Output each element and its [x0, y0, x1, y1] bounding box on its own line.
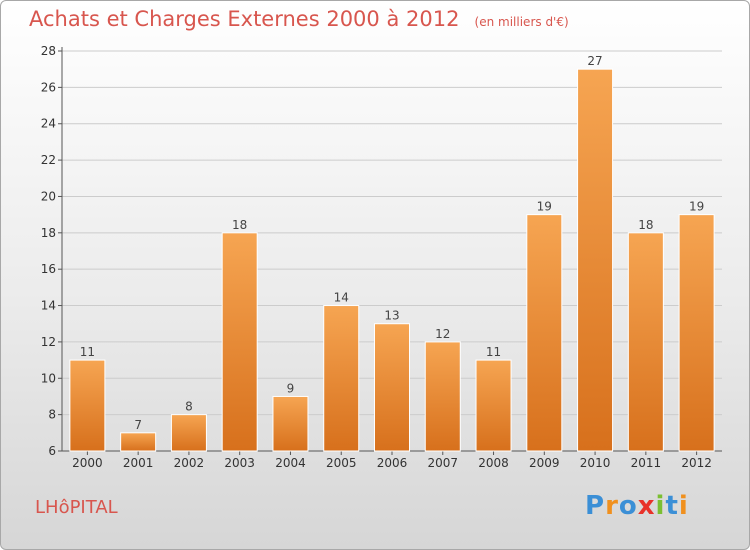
bars [69, 68, 715, 452]
y-tick-label: 20 [41, 189, 56, 203]
y-tick-label: 26 [41, 80, 56, 94]
y-tick-label: 22 [41, 153, 56, 167]
bar-2006 [374, 323, 410, 452]
bar-2007 [424, 341, 461, 452]
brand-letter: P [585, 491, 606, 521]
x-tick-label-2001: 2001 [123, 456, 154, 470]
brand-letter: i [655, 491, 666, 521]
value-label-2012: 19 [689, 200, 704, 214]
bar-2010 [577, 68, 614, 452]
x-tick-label-2000: 2000 [72, 456, 103, 470]
bar-2009 [526, 214, 563, 452]
x-tick-label-2012: 2012 [681, 456, 712, 470]
y-tick-label: 28 [41, 44, 56, 58]
bar-2000 [69, 359, 106, 452]
place-name: LHôPITAL [35, 497, 118, 518]
value-label-2002: 8 [185, 400, 193, 414]
value-label-2001: 7 [134, 418, 142, 432]
brand-letter: i [678, 491, 689, 521]
brand-letter: o [618, 491, 638, 521]
bar-2004 [272, 395, 309, 452]
bar-2002 [170, 414, 207, 452]
y-tick-label: 16 [41, 262, 56, 276]
bar-2012 [678, 214, 715, 452]
x-tick-label-2008: 2008 [478, 456, 509, 470]
value-label-2010: 27 [587, 54, 602, 68]
x-tick-label-2009: 2009 [529, 456, 560, 470]
x-tick-label-2010: 2010 [580, 456, 611, 470]
y-tick-label: 14 [41, 299, 56, 313]
brand-letter: t [665, 491, 679, 521]
x-tick-label-2004: 2004 [275, 456, 306, 470]
y-tick-label: 8 [48, 408, 56, 422]
value-label-2000: 11 [80, 345, 95, 359]
value-label-2011: 18 [638, 218, 653, 232]
x-tick-label-2003: 2003 [224, 456, 255, 470]
x-tick-label-2011: 2011 [631, 456, 662, 470]
y-tick-label: 10 [41, 371, 56, 385]
x-tick-label-2006: 2006 [377, 456, 408, 470]
chart-subtitle: (en milliers d'€) [474, 15, 569, 29]
y-tick-label: 6 [48, 444, 56, 458]
y-tick-label: 18 [41, 226, 56, 240]
bar-2003 [221, 232, 258, 452]
x-tick-label-2005: 2005 [326, 456, 357, 470]
value-label-2004: 9 [287, 381, 295, 395]
brand-letter: r [605, 491, 619, 521]
brand-letter: x [637, 491, 656, 521]
bar-2005 [323, 305, 360, 452]
value-label-2005: 14 [334, 291, 349, 305]
value-label-2008: 11 [486, 345, 501, 359]
value-label-2006: 13 [384, 309, 399, 323]
value-label-2007: 12 [435, 327, 450, 341]
bar-2001 [120, 432, 157, 452]
value-label-2003: 18 [232, 218, 247, 232]
bar-2008 [475, 359, 512, 452]
labels: 6 8 10 12 14 16 18 20 22 24 26 28 11 2000 7 2001 8 2002 18… [41, 44, 712, 470]
brand-logo: Proxiti [585, 491, 689, 521]
chart-title: Achats et Charges Externes 2000 à 2012 [29, 7, 460, 31]
y-tick-label: 24 [41, 117, 56, 131]
value-label-2009: 19 [537, 200, 552, 214]
x-tick-label-2002: 2002 [174, 456, 205, 470]
bar-2011 [627, 232, 664, 452]
chart-header: Achats et Charges Externes 2000 à 2012 (… [29, 7, 569, 31]
y-tick-label: 12 [41, 335, 56, 349]
x-tick-label-2007: 2007 [427, 456, 458, 470]
